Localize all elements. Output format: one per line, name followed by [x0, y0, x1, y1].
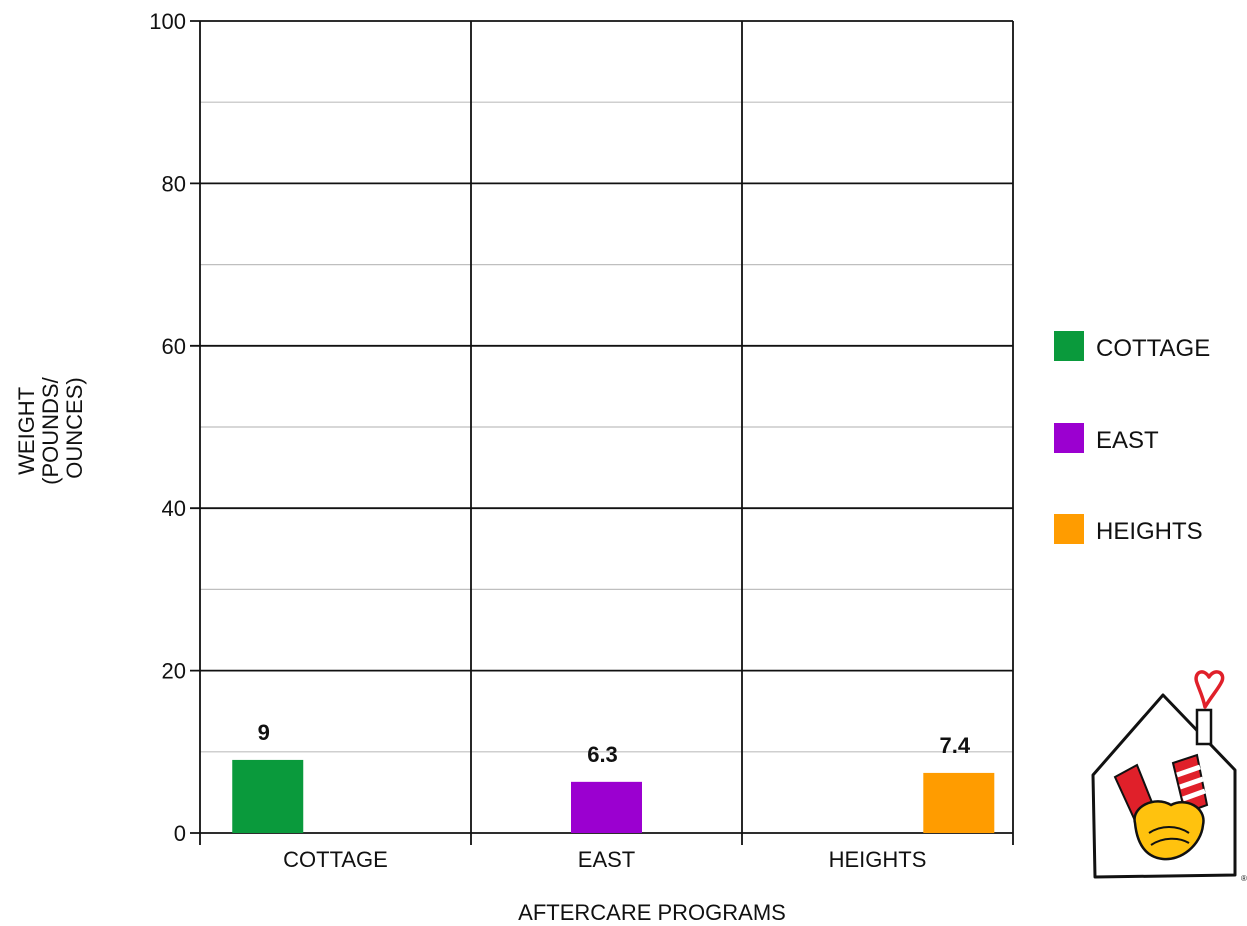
bar — [232, 759, 304, 833]
house-hands-heart-logo: ® — [1091, 670, 1247, 883]
legend-label: COTTAGE — [1096, 335, 1210, 362]
legend-label: HEIGHTS — [1096, 518, 1203, 545]
data-label: 7.4 — [940, 733, 971, 758]
svg-text:®: ® — [1241, 874, 1247, 883]
legend-swatch — [1054, 514, 1084, 544]
bar — [571, 781, 642, 833]
x-axis-title: AFTERCARE PROGRAMS — [518, 900, 786, 925]
y-axis-title: WEIGHT (POUNDS/ OUNCES) — [14, 371, 87, 485]
legend-item: EAST — [1054, 423, 1159, 454]
x-tick-label: HEIGHTS — [829, 847, 927, 872]
data-label: 9 — [258, 720, 270, 745]
x-tick-label: EAST — [578, 847, 635, 872]
legend-label: EAST — [1096, 427, 1159, 454]
legend-swatch — [1054, 331, 1084, 361]
legend: COTTAGE EAST HEIGHTS — [1054, 331, 1210, 545]
y-tick-label: 100 — [149, 9, 186, 34]
y-tick-label: 80 — [162, 171, 186, 196]
legend-swatch — [1054, 423, 1084, 453]
labels: 0 20 40 60 80 100 9 6.3 7.4 COTTAGE EAST HEIGHTS — [149, 9, 971, 872]
y-tick-label: 40 — [162, 496, 186, 521]
y-axis-title-line: (POUNDS/ — [38, 376, 63, 484]
legend-item: HEIGHTS — [1054, 514, 1203, 545]
data-label: 6.3 — [587, 742, 618, 767]
bar — [923, 772, 995, 833]
y-tick-label: 20 — [162, 659, 186, 684]
y-axis-title-line: OUNCES) — [62, 377, 87, 478]
y-tick-label: 0 — [174, 821, 186, 846]
y-axis-title-line: WEIGHT — [14, 387, 39, 475]
x-tick-label: COTTAGE — [283, 847, 388, 872]
grid — [190, 20, 1014, 845]
bars — [232, 759, 995, 833]
y-tick-label: 60 — [162, 334, 186, 359]
legend-item: COTTAGE — [1054, 331, 1210, 362]
